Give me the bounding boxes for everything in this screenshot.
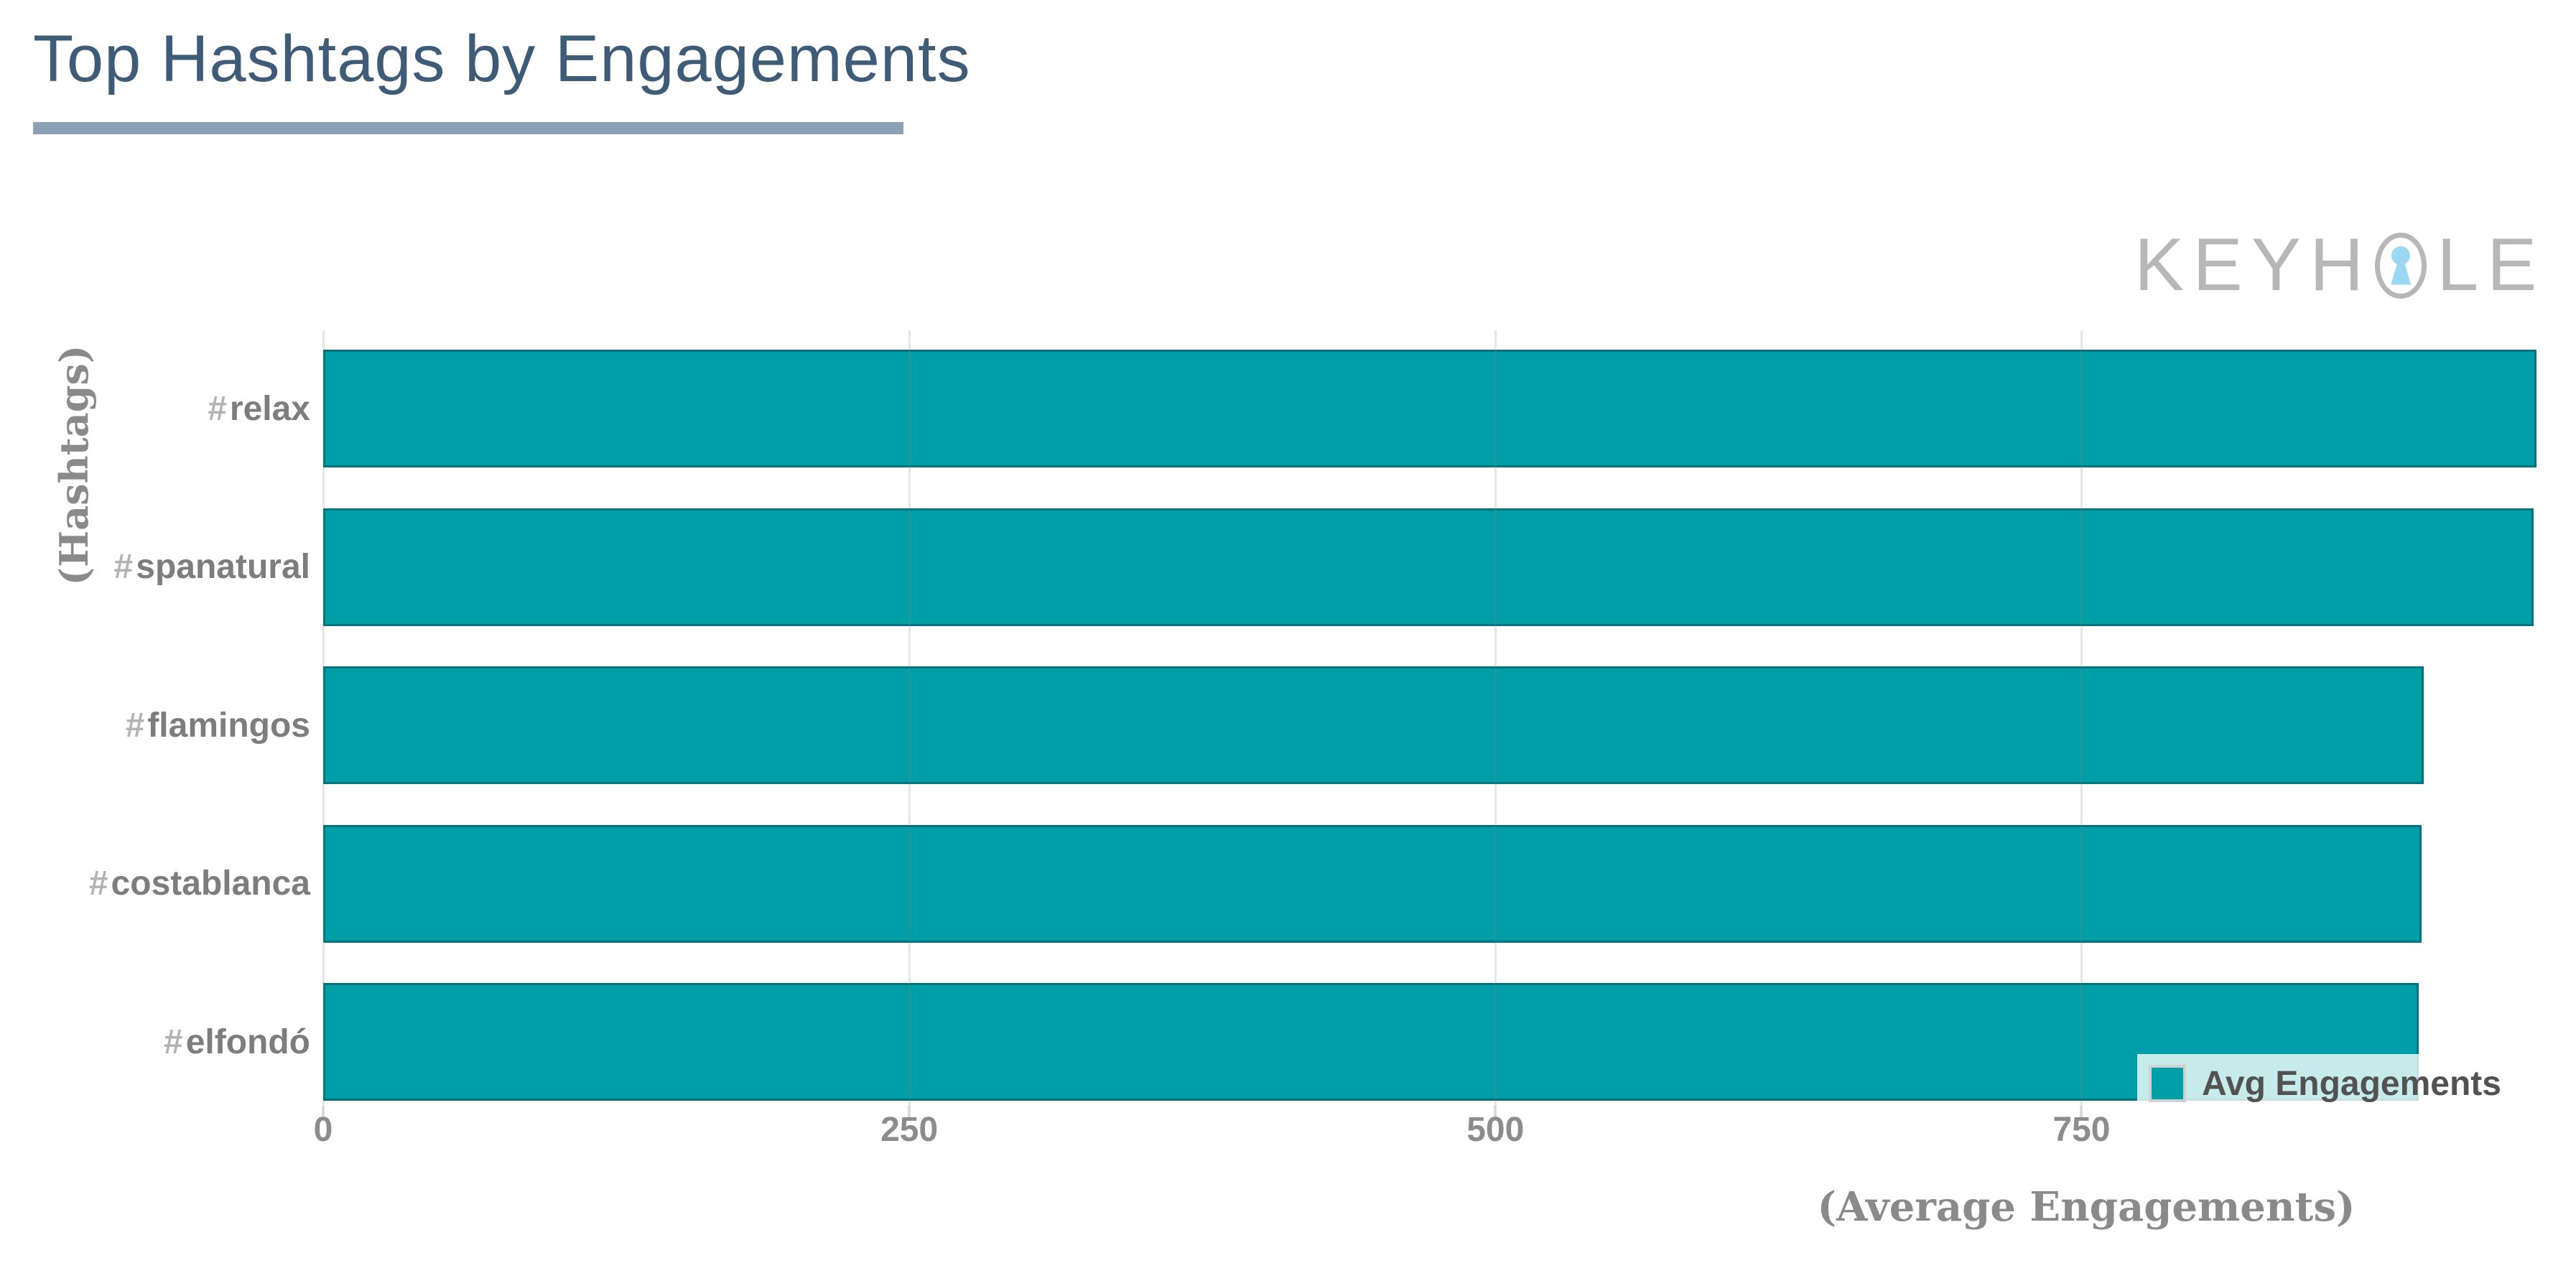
x-axis-title: (Average Engagements) (1817, 1183, 2356, 1231)
bar-label: # relax (0, 350, 310, 467)
legend-label: Avg Engagements (2202, 1064, 2501, 1103)
gridline (1494, 330, 1497, 1106)
gridline (908, 330, 911, 1106)
x-tick-label: 0 (313, 1111, 333, 1149)
watermark-letters-keyh: KEYH (2134, 223, 2373, 307)
bar-label-text: spanatural (136, 548, 310, 586)
bar[interactable] (323, 666, 2424, 784)
bar[interactable] (323, 824, 2422, 943)
legend-swatch (2149, 1065, 2186, 1102)
bar-label-text: costablanca (111, 864, 310, 903)
bar-label-text: elfondó (185, 1022, 310, 1061)
bar-label: # elfondó (0, 983, 310, 1101)
bar-label: # flamingos (0, 666, 310, 784)
x-tick-label: 750 (2052, 1111, 2111, 1149)
hash-symbol: # (88, 864, 108, 903)
gridline (2080, 330, 2083, 1106)
watermark-letters-le: LE (2437, 223, 2546, 307)
keyhole-watermark: KEYH LE (2134, 223, 2545, 308)
hash-symbol: # (113, 548, 134, 586)
x-tick-mark (1494, 1106, 1497, 1120)
keyhole-icon (2391, 246, 2412, 285)
hash-symbol: # (125, 706, 145, 745)
gridline (322, 330, 325, 1106)
legend[interactable]: Avg Engagements (2137, 1054, 2521, 1113)
x-tick-label: 250 (880, 1111, 939, 1149)
bar-label: # costablanca (0, 825, 310, 943)
title-underline (33, 122, 903, 134)
bar[interactable] (323, 508, 2534, 626)
x-tick-mark (2080, 1106, 2083, 1120)
bar-label-text: flamingos (147, 706, 310, 745)
page-title: Top Hashtags by Engagements (33, 22, 971, 95)
bar-label-text: relax (229, 389, 310, 428)
bar[interactable] (323, 350, 2537, 467)
bar-label: # spanatural (0, 508, 310, 626)
x-tick-mark (908, 1106, 911, 1120)
keyhole-o-icon (2375, 232, 2427, 299)
x-tick-label: 500 (1466, 1111, 1525, 1149)
hash-symbol: # (164, 1022, 183, 1061)
bar[interactable] (323, 983, 2419, 1101)
hash-symbol: # (208, 389, 227, 428)
x-tick-mark (322, 1106, 325, 1120)
